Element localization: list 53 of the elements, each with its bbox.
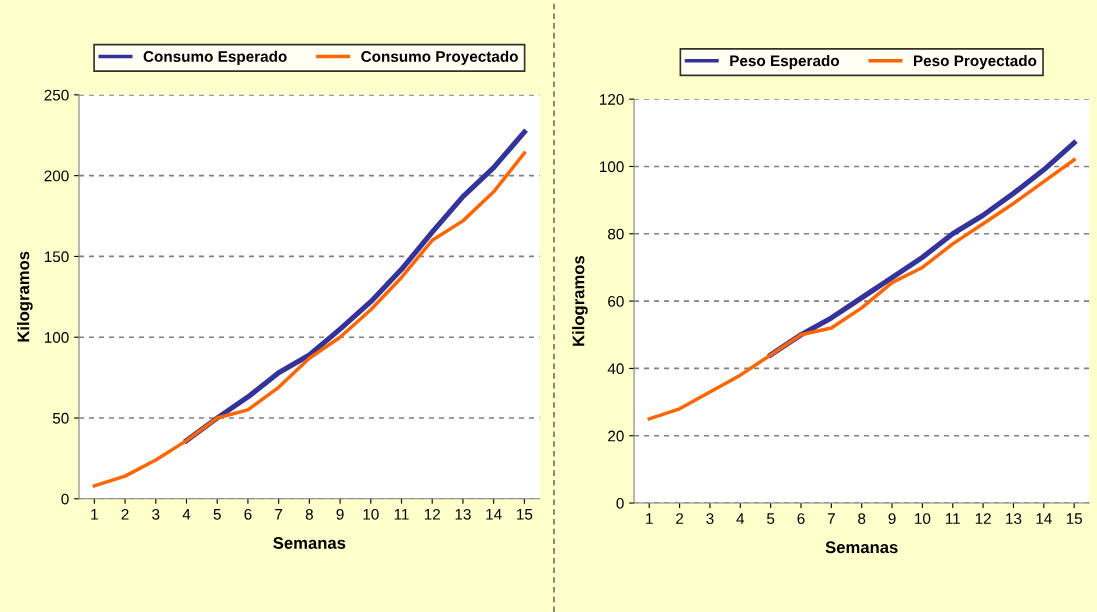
x-tick-label: 4 [736,513,745,524]
x-tick-label: 14 [486,509,502,520]
y-tick-label: 250 [44,89,69,101]
x-tick-label: 12 [975,513,991,524]
x-tick-label: 11 [945,513,960,524]
x-tick-label: 8 [305,508,313,520]
x-tick-label: 9 [336,508,344,520]
x-tick-label: 7 [827,513,835,524]
y-tick-label: 40 [607,363,624,375]
x-tick-label: 5 [213,509,221,520]
y-tick-label: 80 [608,228,624,240]
x-tick-label: 9 [888,513,896,525]
x-tick-label: 5 [767,513,775,525]
y-tick-label: 20 [608,430,624,442]
x-tick-label: 10 [915,513,931,525]
x-tick-label: 4 [182,509,191,520]
legend-label: Peso Esperado [730,55,840,70]
y-tick-label: 0 [61,493,69,505]
legend-label: Peso Proyectado [913,55,1037,70]
x-tick-label: 2 [121,508,129,520]
x-tick-label: 10 [363,508,379,520]
y-tick-label: 0 [616,497,624,509]
x-tick-label: 1 [91,509,98,520]
x-tick-label: 8 [858,513,866,525]
x-tick-label: 1 [646,513,653,524]
x-tick-label: 6 [244,508,252,520]
x-tick-label: 15 [1066,513,1082,525]
legend-label: Consumo Esperado [143,50,287,65]
x-tick-label: 2 [676,513,684,524]
x-tick-label: 11 [394,509,409,520]
line-series [647,157,1076,421]
x-tick-label: 12 [424,508,440,520]
y-axis-title: Kilogramos [572,255,588,346]
line-series [92,151,527,488]
y-axis-title: Kilogramos [17,251,33,342]
y-tick-label: 50 [52,412,69,424]
x-tick-label: 7 [275,509,283,520]
x-tick-label: 3 [706,513,714,525]
y-tick-label: 100 [600,161,624,173]
y-tick-label: 200 [44,170,69,182]
x-tick-label: 14 [1036,513,1052,524]
legend-label: Consumo Proyectado [361,50,518,65]
y-tick-label: 150 [44,251,69,263]
y-tick-label: 120 [600,94,624,105]
y-tick-label: 60 [608,295,624,307]
x-tick-label: 3 [152,508,160,520]
x-tick-label: 15 [517,509,533,520]
y-tick-label: 100 [44,332,69,343]
x-axis-title: Semanas [273,537,346,549]
x-axis-title: Semanas [825,541,898,554]
x-tick-label: 13 [455,508,471,520]
x-tick-label: 13 [1006,513,1022,525]
x-tick-label: 6 [797,513,805,525]
